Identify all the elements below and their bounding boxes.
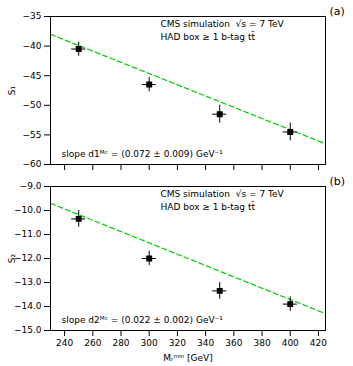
svg-text:280: 280 bbox=[112, 338, 129, 348]
svg-text:CMS simulation √s = 7 TeV: CMS simulation √s = 7 TeV bbox=[161, 19, 285, 29]
svg-text:−40: −40 bbox=[23, 41, 42, 51]
svg-text:−13.0: −13.0 bbox=[14, 277, 42, 287]
svg-text:Mᵣᵐⁱⁿ [GeV]: Mᵣᵐⁱⁿ [GeV] bbox=[163, 353, 212, 363]
svg-text:240: 240 bbox=[56, 338, 73, 348]
svg-text:HAD box ≥ 1 b-tag tt̄: HAD box ≥ 1 b-tag tt̄ bbox=[161, 31, 256, 42]
svg-text:−9.0: −9.0 bbox=[20, 181, 42, 191]
svg-text:380: 380 bbox=[253, 338, 270, 348]
svg-text:320: 320 bbox=[169, 338, 186, 348]
svg-text:−50: −50 bbox=[23, 100, 42, 110]
svg-text:260: 260 bbox=[84, 338, 101, 348]
svg-text:HAD box ≥ 1 b-tag tt̄: HAD box ≥ 1 b-tag tt̄ bbox=[161, 201, 256, 212]
svg-text:360: 360 bbox=[225, 338, 242, 348]
svg-text:slope d1ᴹᶜ = (0.072 ± 0.009) G: slope d1ᴹᶜ = (0.072 ± 0.009) GeV⁻¹ bbox=[62, 149, 224, 159]
svg-text:slope d2ᴹᶜ = (0.022 ± 0.002) G: slope d2ᴹᶜ = (0.022 ± 0.002) GeV⁻¹ bbox=[62, 315, 224, 325]
svg-text:S₁: S₁ bbox=[7, 85, 17, 95]
svg-text:−15.0: −15.0 bbox=[14, 325, 42, 335]
svg-text:−35: −35 bbox=[23, 11, 42, 21]
svg-text:400: 400 bbox=[282, 338, 299, 348]
svg-text:−10.0: −10.0 bbox=[14, 205, 42, 215]
svg-text:−11.0: −11.0 bbox=[14, 229, 42, 239]
svg-text:340: 340 bbox=[197, 338, 214, 348]
svg-text:−55: −55 bbox=[23, 130, 42, 140]
svg-text:−60: −60 bbox=[23, 159, 42, 169]
svg-text:−14.0: −14.0 bbox=[14, 301, 42, 311]
svg-text:CMS simulation √s = 7 TeV: CMS simulation √s = 7 TeV bbox=[161, 189, 285, 199]
svg-text:S₂: S₂ bbox=[7, 253, 17, 263]
svg-text:(b): (b) bbox=[330, 175, 346, 188]
svg-text:300: 300 bbox=[141, 338, 158, 348]
svg-text:420: 420 bbox=[310, 338, 327, 348]
svg-text:−45: −45 bbox=[23, 71, 42, 81]
svg-text:−12.0: −12.0 bbox=[14, 253, 42, 263]
svg-text:(a): (a) bbox=[330, 5, 345, 18]
